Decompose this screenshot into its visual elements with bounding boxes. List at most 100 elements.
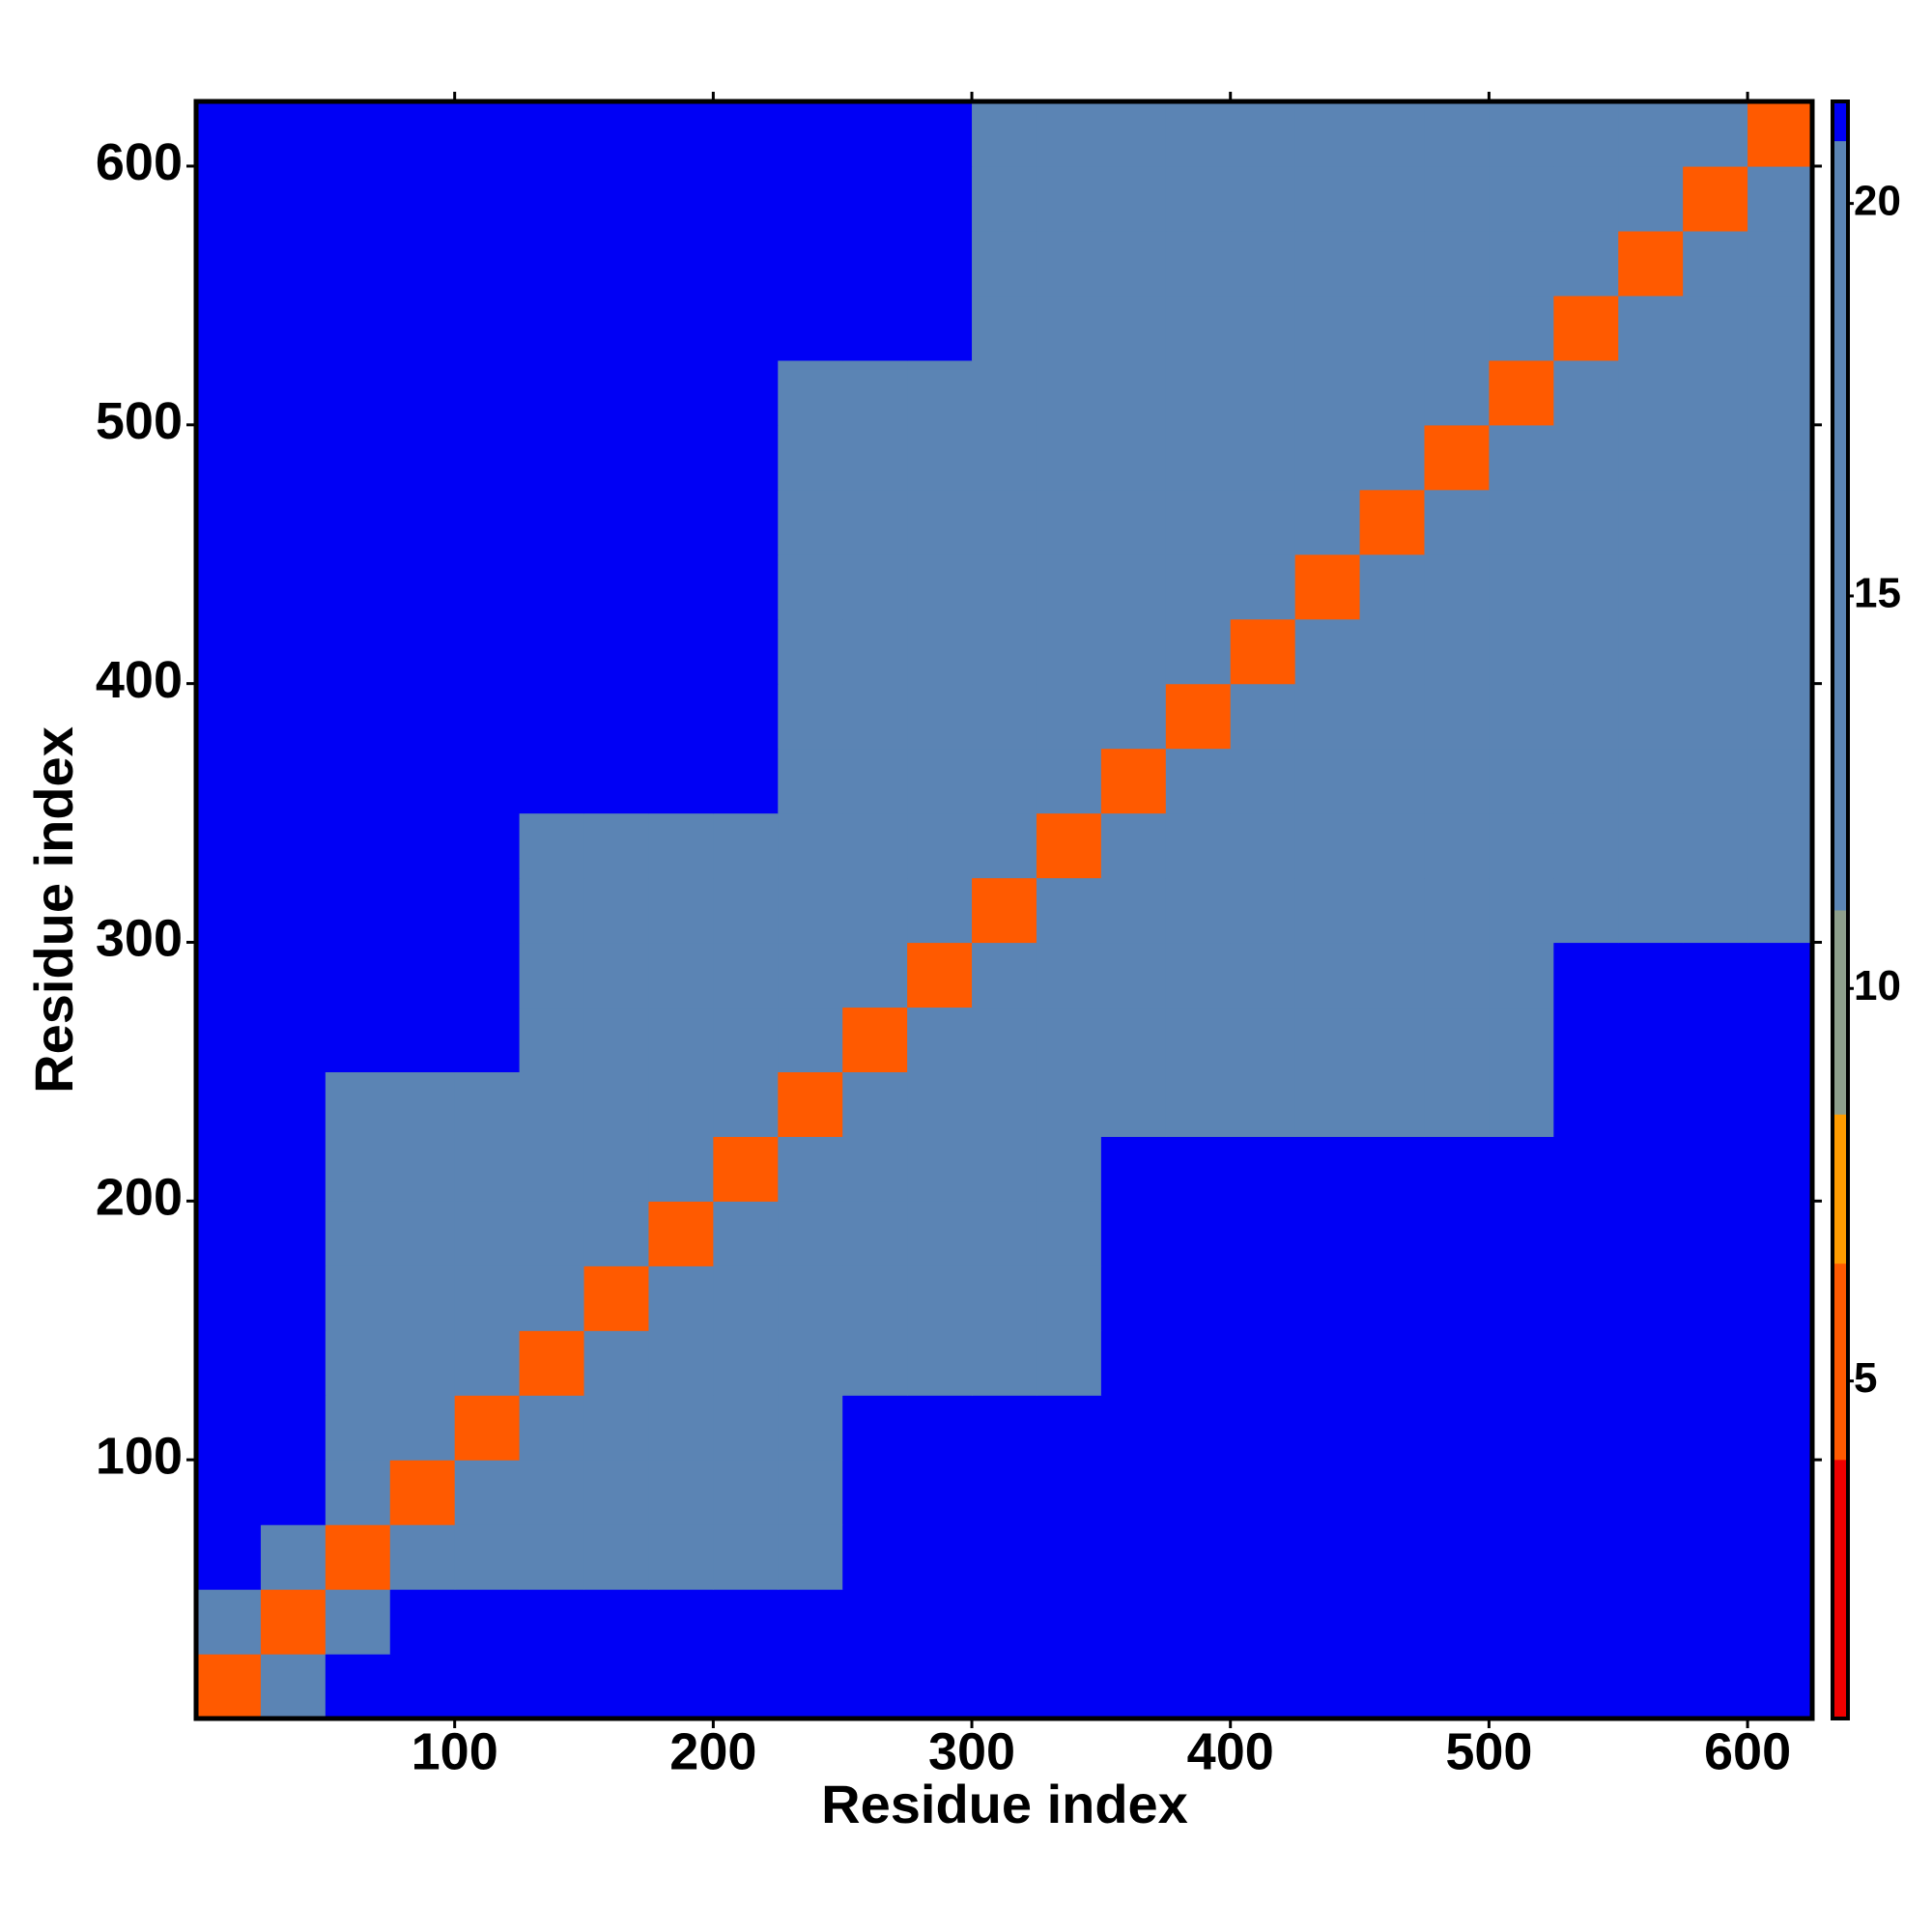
heatmap-cell: [260, 1136, 327, 1202]
heatmap-cell: [389, 877, 456, 944]
heatmap-cell: [454, 230, 521, 297]
heatmap-cell: [260, 748, 327, 814]
heatmap-cell: [1618, 1071, 1684, 1137]
heatmap-cell: [1747, 1071, 1813, 1137]
heatmap-cell: [713, 1395, 779, 1461]
heatmap-cell: [519, 1524, 585, 1590]
heatmap-cell: [389, 101, 456, 167]
heatmap-cell: [1359, 877, 1426, 944]
heatmap-cell: [196, 877, 262, 944]
heatmap-cell: [1230, 683, 1296, 750]
heatmap-cell: [1747, 359, 1813, 426]
heatmap-cell: [583, 165, 650, 232]
heatmap-cell: [1618, 1589, 1684, 1655]
heatmap-cell: [972, 1330, 1037, 1396]
heatmap-cell: [1747, 1136, 1813, 1202]
heatmap-cell: [325, 359, 391, 426]
heatmap-cell: [583, 877, 650, 944]
heatmap-cell: [1036, 165, 1102, 232]
heatmap-cell: [907, 748, 973, 814]
heatmap-cell: [583, 1136, 650, 1202]
x-tick-label: 100: [412, 1722, 498, 1780]
heatmap-cell: [1683, 1007, 1748, 1072]
heatmap-cell: [389, 165, 456, 232]
heatmap-cell: [1424, 618, 1490, 685]
heatmap-cell: [260, 683, 327, 750]
heatmap-cell: [1294, 1201, 1361, 1266]
heatmap-cell: [1489, 1330, 1554, 1396]
heatmap-cell: [1747, 1589, 1813, 1655]
heatmap-cell: [907, 942, 973, 1009]
heatmap-cell: [1618, 1460, 1684, 1525]
heatmap-cell: [1489, 683, 1554, 750]
heatmap-cell: [972, 1395, 1037, 1461]
heatmap-cell: [842, 424, 908, 491]
heatmap-cell: [648, 165, 714, 232]
heatmap-cell: [519, 942, 585, 1009]
heatmap-cell: [713, 101, 779, 167]
heatmap-cell: [260, 812, 327, 879]
heatmap-cell: [1036, 1330, 1102, 1396]
heatmap-cell: [1359, 748, 1426, 814]
heatmap-cell: [842, 618, 908, 685]
heatmap-cell: [454, 877, 521, 944]
heatmap-cell: [1230, 812, 1296, 879]
heatmap-cell: [1165, 618, 1232, 685]
heatmap-cell: [389, 554, 456, 620]
heatmap-cell: [972, 1589, 1037, 1655]
heatmap-cell: [1294, 1136, 1361, 1202]
colorbar-segment: [1833, 1114, 1848, 1264]
heatmap-cell: [196, 618, 262, 685]
heatmap-cell: [842, 230, 908, 297]
heatmap-cell: [1230, 1265, 1296, 1331]
heatmap-cell: [1553, 489, 1619, 555]
heatmap-cell: [1683, 230, 1748, 297]
plot-frame: [193, 99, 1815, 1721]
heatmap-cell: [842, 1395, 908, 1461]
heatmap-cell: [1747, 683, 1813, 750]
heatmap-cell: [389, 1654, 456, 1719]
heatmap-cell: [260, 1524, 327, 1590]
heatmap-cell: [1553, 1265, 1619, 1331]
heatmap-cell: [1294, 748, 1361, 814]
heatmap-cell: [1489, 1265, 1554, 1331]
heatmap-cell: [1424, 554, 1490, 620]
heatmap-cell: [972, 618, 1037, 685]
heatmap-cell: [1489, 295, 1554, 361]
heatmap-cell: [1424, 1071, 1490, 1137]
heatmap-cell: [1489, 877, 1554, 944]
heatmap-cell: [778, 877, 843, 944]
heatmap-cell: [648, 101, 714, 167]
heatmap-cell: [260, 1265, 327, 1331]
heatmap-cell: [325, 1136, 391, 1202]
heatmap-cell: [778, 1524, 843, 1590]
heatmap-cell: [1165, 942, 1232, 1009]
heatmap-cell: [196, 1265, 262, 1331]
heatmap-cell: [1747, 1395, 1813, 1461]
heatmap-cell: [1036, 359, 1102, 426]
heatmap-cell: [1424, 683, 1490, 750]
heatmap-cell: [778, 489, 843, 555]
heatmap-cell: [454, 618, 521, 685]
colorbar-segment: [1833, 101, 1848, 142]
heatmap-cell: [1359, 295, 1426, 361]
heatmap-cell: [1165, 1589, 1232, 1655]
heatmap-cell: [842, 683, 908, 750]
heatmap-cell: [907, 618, 973, 685]
heatmap-cell: [907, 683, 973, 750]
heatmap-cell: [648, 1201, 714, 1266]
heatmap-cell: [389, 1524, 456, 1590]
heatmap-cell: [1100, 748, 1167, 814]
heatmap-cell: [196, 1524, 262, 1590]
heatmap-cell: [389, 1330, 456, 1396]
heatmap-cell: [1294, 942, 1361, 1009]
heatmap-cell: [778, 812, 843, 879]
heatmap-cell: [1359, 812, 1426, 879]
heatmap-cell: [1489, 230, 1554, 297]
heatmap-cell: [1294, 1654, 1361, 1719]
heatmap-cell: [1165, 424, 1232, 491]
heatmap-cell: [1230, 1136, 1296, 1202]
heatmap-cell: [972, 683, 1037, 750]
heatmap-cell: [1683, 812, 1748, 879]
